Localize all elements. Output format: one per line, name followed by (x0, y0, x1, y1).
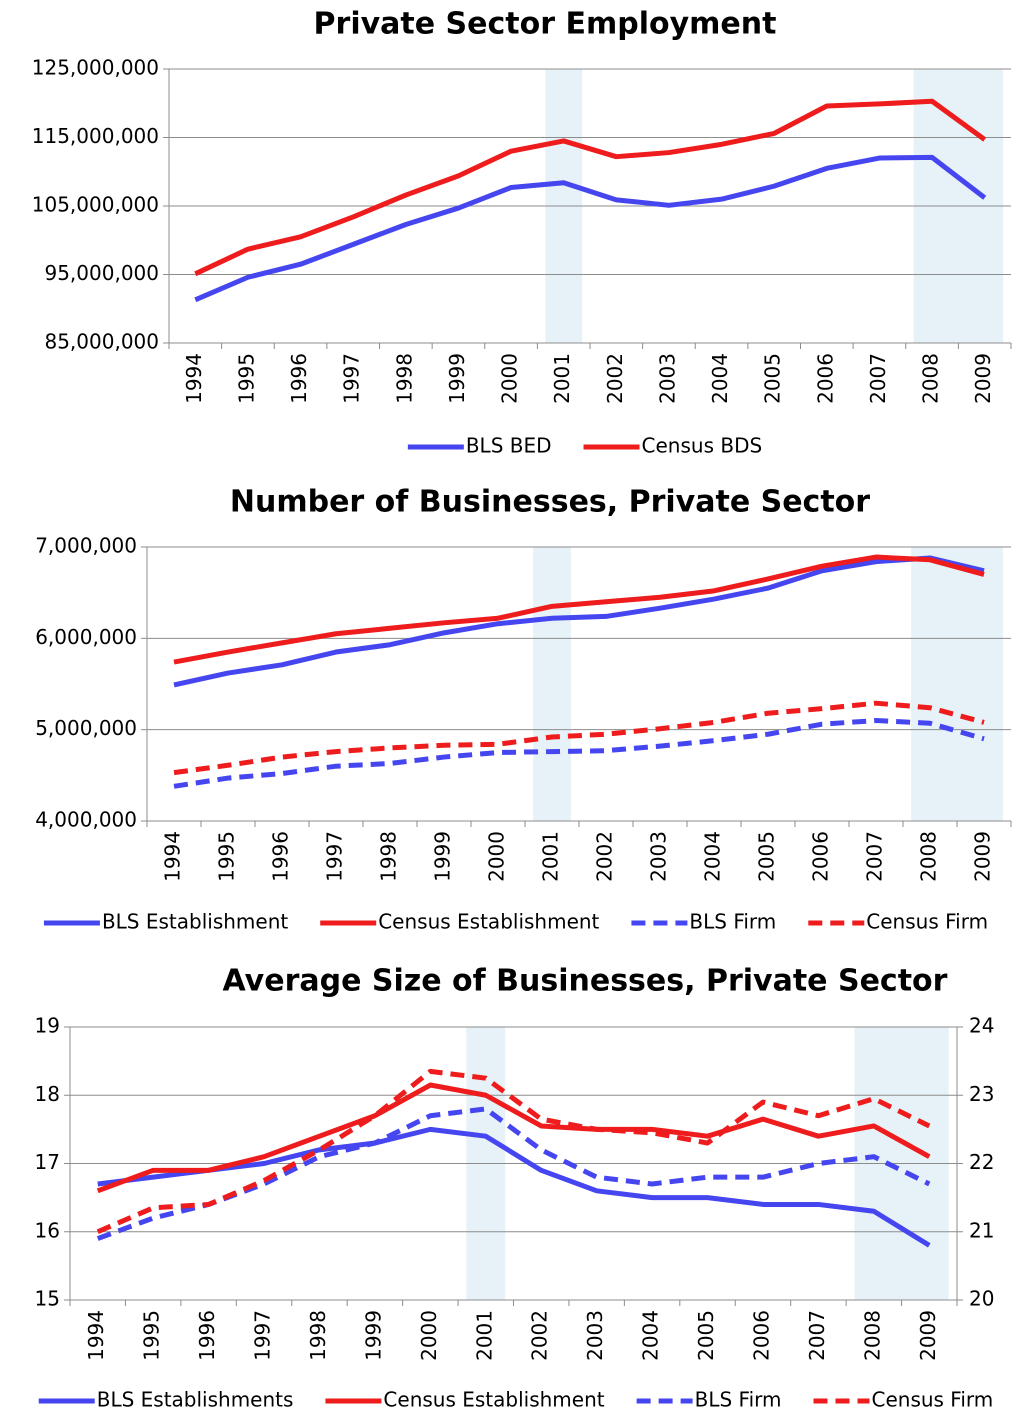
x-tick-label: 1999 (361, 1310, 385, 1361)
x-tick-label: 2008 (860, 1310, 884, 1361)
x-tick-label: 1995 (215, 831, 239, 882)
x-tick-label: 2004 (708, 353, 732, 404)
legend-label: Census Establishment (383, 1388, 604, 1412)
x-tick-label: 2007 (805, 1310, 829, 1361)
y-tick-label: 7,000,000 (35, 534, 137, 558)
y2-tick-label: 21 (969, 1218, 994, 1242)
y-tick-label: 115,000,000 (32, 124, 159, 148)
x-tick-label: 2002 (603, 353, 627, 404)
legend-label: Census Firm (871, 1388, 993, 1412)
x-tick-label: 2009 (916, 1310, 940, 1361)
x-tick-label: 2008 (919, 353, 943, 404)
x-tick-label: 2009 (971, 831, 995, 882)
y-tick-label: 16 (35, 1218, 60, 1242)
x-tick-label: 2005 (761, 353, 785, 404)
x-tick-label: 2005 (755, 831, 779, 882)
x-tick-label: 2000 (417, 1310, 441, 1361)
series-line (96, 1106, 931, 1241)
x-tick-label: 2003 (583, 1310, 607, 1361)
x-tick-label: 1998 (377, 831, 401, 882)
x-tick-label: 1999 (445, 353, 469, 404)
legend-label: BLS Establishment (102, 910, 288, 934)
y-tick-label: 95,000,000 (44, 261, 159, 285)
y-tick-label: 105,000,000 (32, 193, 159, 217)
y2-tick-label: 22 (969, 1150, 994, 1174)
series-line (96, 1068, 931, 1235)
x-tick-label: 2006 (809, 831, 833, 882)
x-tick-label: 1994 (161, 831, 185, 882)
x-tick-label: 2003 (655, 353, 679, 404)
y-tick-label: 85,000,000 (44, 330, 159, 354)
legend: BLS Establishments Census Establishment BL… (38, 1388, 993, 1412)
x-tick-label: 2004 (639, 1310, 663, 1361)
y2-tick-label: 23 (969, 1082, 994, 1106)
y2-tick-label: 24 (969, 1014, 994, 1038)
y-tick-label: 15 (35, 1287, 60, 1311)
series-line (173, 555, 985, 688)
x-tick-label: 1997 (251, 1310, 275, 1361)
x-tick-label: 1996 (287, 353, 311, 404)
x-tick-label: 2005 (694, 1310, 718, 1361)
x-tick-label: 2003 (647, 831, 671, 882)
x-tick-label: 1995 (234, 353, 258, 404)
legend: BLS BED Census BDS (407, 434, 763, 458)
x-tick-label: 1997 (340, 353, 364, 404)
series-line (173, 700, 985, 776)
y-tick-label: 125,000,000 (32, 56, 159, 80)
x-tick-label: 1997 (323, 831, 347, 882)
x-tick-label: 2001 (472, 1310, 496, 1361)
x-tick-label: 1994 (84, 1310, 108, 1361)
x-tick-label: 2006 (749, 1310, 773, 1361)
legend-label: BLS Establishments (97, 1388, 294, 1412)
legend-label: Census Firm (866, 910, 988, 934)
x-tick-label: 2006 (813, 353, 837, 404)
y-tick-label: 4,000,000 (35, 808, 137, 832)
x-tick-label: 2001 (550, 353, 574, 404)
recession-shading (911, 547, 1003, 821)
y-tick-label: 5,000,000 (35, 716, 137, 740)
x-tick-label: 2002 (528, 1310, 552, 1361)
x-tick-label: 1996 (195, 1310, 219, 1361)
x-tick-label: 1995 (140, 1310, 164, 1361)
x-tick-label: 2007 (863, 831, 887, 882)
x-tick-label: 1996 (269, 831, 293, 882)
series-line (97, 1126, 931, 1248)
y-tick-label: 19 (35, 1014, 60, 1038)
x-tick-label: 2002 (593, 831, 617, 882)
x-tick-label: 2008 (917, 831, 941, 882)
x-tick-label: 1998 (306, 1310, 330, 1361)
x-tick-label: 2009 (971, 353, 995, 404)
series-line (194, 98, 987, 277)
legend: BLS Establishment Census Establishment BLS… (43, 910, 988, 934)
y-tick-label: 6,000,000 (35, 625, 137, 649)
legend-label: BLS Firm (695, 1388, 782, 1412)
y-tick-label: 17 (35, 1150, 60, 1174)
chart-title: Average Size of Businesses, Private Sect… (223, 964, 948, 999)
x-tick-label: 2000 (498, 353, 522, 404)
x-tick-label: 2004 (701, 831, 725, 882)
legend-label: BLS Firm (689, 910, 776, 934)
series-line (173, 554, 985, 665)
series-line (194, 154, 987, 303)
legend-label: BLS BED (466, 434, 552, 458)
recession-shading (533, 547, 571, 821)
legend-label: Census BDS (642, 434, 763, 458)
y2-tick-label: 20 (969, 1287, 994, 1311)
x-tick-label: 1994 (182, 353, 206, 404)
x-tick-label: 2000 (485, 831, 509, 882)
chart-title: Number of Businesses, Private Sector (230, 485, 870, 520)
series-line (96, 1082, 931, 1194)
x-tick-label: 2001 (539, 831, 563, 882)
series-line (173, 718, 985, 789)
y-tick-label: 18 (35, 1082, 60, 1106)
x-tick-label: 1998 (392, 353, 416, 404)
x-tick-label: 1999 (431, 831, 455, 882)
legend-label: Census Establishment (378, 910, 599, 934)
x-tick-label: 2007 (866, 353, 890, 404)
chart-title: Private Sector Employment (314, 7, 777, 42)
